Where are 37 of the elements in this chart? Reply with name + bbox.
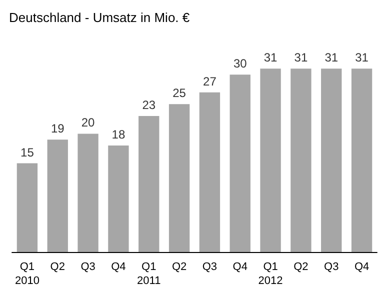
x-tick-label: Q3 [324, 261, 339, 273]
x-tick-label: Q1 2010 [14, 261, 40, 287]
bar [47, 140, 68, 252]
x-tick-label: Q3 [202, 261, 218, 273]
data-label: 19 [50, 122, 65, 136]
data-label: 23 [142, 98, 156, 112]
bar [108, 146, 129, 252]
data-label: 30 [233, 56, 248, 71]
bar [351, 68, 372, 252]
data-label: 31 [294, 50, 308, 65]
bar [138, 116, 160, 252]
x-tick-label: Q3 [80, 261, 96, 273]
bar [321, 68, 342, 252]
data-label: 27 [203, 74, 217, 88]
bar [168, 104, 190, 252]
data-label: 31 [264, 50, 278, 65]
bar [16, 163, 38, 252]
x-tick-label: Q1 2011 [137, 261, 161, 287]
x-tick-label: Q2 [294, 261, 308, 273]
data-label: 31 [355, 50, 369, 65]
x-tick-label: Q1 2012 [258, 261, 283, 287]
data-label: 20 [81, 116, 96, 130]
data-label: 18 [112, 128, 126, 142]
x-tick-label: Q2 [172, 261, 187, 273]
bar [78, 134, 98, 252]
data-label: 25 [172, 86, 186, 100]
x-tick-label: Q4 [111, 261, 126, 273]
x-tick-label: Q2 [50, 261, 65, 273]
bar [260, 68, 281, 252]
bar [290, 68, 312, 252]
bar [199, 92, 220, 252]
data-label: 15 [20, 145, 34, 160]
x-tick-label: Q4 [232, 261, 248, 273]
bar [230, 74, 250, 252]
chart-title: Deutschland - Umsatz in Mio. € [9, 10, 190, 25]
data-label: 31 [324, 50, 338, 65]
x-tick-label: Q4 [354, 261, 370, 273]
